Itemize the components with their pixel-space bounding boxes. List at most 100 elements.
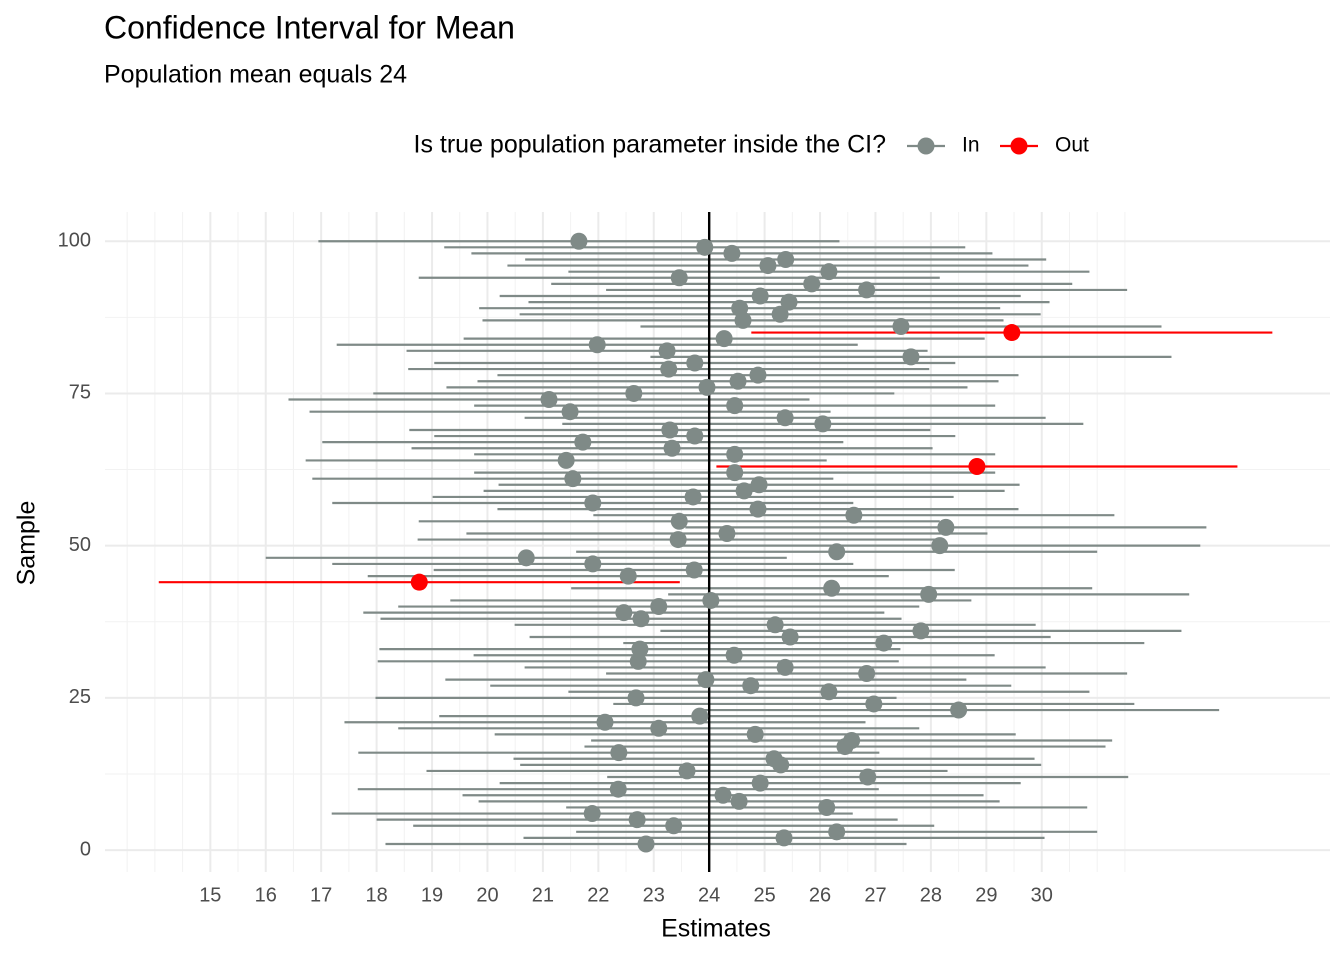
estimate-point xyxy=(650,598,668,616)
estimate-point xyxy=(637,835,655,853)
estimate-point xyxy=(746,725,764,743)
y-tick-label: 75 xyxy=(69,382,91,404)
estimate-point xyxy=(920,585,938,603)
estimate-point xyxy=(902,348,920,366)
legend-swatch-point xyxy=(917,137,935,155)
estimate-point xyxy=(937,518,955,536)
estimate-point xyxy=(663,439,681,457)
estimate-point xyxy=(726,397,744,415)
estimate-point xyxy=(968,458,986,476)
estimate-point xyxy=(828,543,846,561)
estimate-point xyxy=(820,683,838,701)
estimate-point xyxy=(588,336,606,354)
estimate-point xyxy=(843,731,861,749)
estimate-point xyxy=(766,616,784,634)
estimate-point xyxy=(631,640,649,658)
estimate-point xyxy=(678,762,696,780)
estimate-point xyxy=(814,415,832,433)
estimate-point xyxy=(685,561,703,579)
y-tick-label: 50 xyxy=(69,534,91,556)
estimate-point xyxy=(670,512,688,530)
estimate-point xyxy=(684,488,702,506)
estimate-point xyxy=(759,257,777,275)
estimate-point xyxy=(670,269,688,287)
estimate-point xyxy=(781,628,799,646)
y-tick-label: 100 xyxy=(58,230,91,252)
estimate-point xyxy=(828,823,846,841)
estimate-point xyxy=(776,658,794,676)
estimate-point xyxy=(691,707,709,725)
x-tick-label: 24 xyxy=(698,884,720,906)
estimate-point xyxy=(803,275,821,293)
x-tick-label: 27 xyxy=(864,884,886,906)
estimate-point xyxy=(584,494,602,512)
estimate-point xyxy=(625,384,643,402)
x-axis-title: Estimates xyxy=(661,915,771,943)
estimate-point xyxy=(702,591,720,609)
x-tick-label: 21 xyxy=(532,884,554,906)
x-tick-label: 30 xyxy=(1031,884,1053,906)
x-tick-label: 20 xyxy=(476,884,498,906)
legend-label: In xyxy=(962,134,980,157)
estimate-point xyxy=(557,451,575,469)
estimate-point xyxy=(751,287,769,305)
estimate-point xyxy=(715,330,733,348)
plot-marks xyxy=(158,212,1273,872)
estimate-point xyxy=(749,366,767,384)
estimate-point xyxy=(627,689,645,707)
estimate-point xyxy=(583,805,601,823)
estimate-point xyxy=(749,500,767,518)
x-tick-label: 26 xyxy=(809,884,831,906)
estimate-point xyxy=(628,811,646,829)
x-tick-label: 17 xyxy=(310,884,332,906)
estimate-point xyxy=(777,250,795,268)
estimate-point xyxy=(845,506,863,524)
estimate-point xyxy=(723,244,741,262)
estimate-point xyxy=(410,573,428,591)
estimate-point xyxy=(665,817,683,835)
x-tick-label: 22 xyxy=(587,884,609,906)
x-tick-label: 16 xyxy=(255,884,277,906)
estimate-point xyxy=(596,713,614,731)
estimate-point xyxy=(669,531,687,549)
estimate-point xyxy=(818,798,836,816)
estimate-point xyxy=(718,524,736,542)
estimate-point xyxy=(696,238,714,256)
estimate-point xyxy=(574,433,592,451)
grid xyxy=(105,212,1330,872)
estimate-point xyxy=(820,263,838,281)
estimate-point xyxy=(686,354,704,372)
estimate-point xyxy=(735,482,753,500)
estimate-point xyxy=(686,427,704,445)
estimate-point xyxy=(892,317,910,335)
legend-swatch-point xyxy=(1010,137,1028,155)
estimate-point xyxy=(698,378,716,396)
estimate-point xyxy=(619,567,637,585)
x-tick-label: 25 xyxy=(753,884,775,906)
estimate-point xyxy=(775,829,793,847)
estimate-point xyxy=(615,604,633,622)
legend-title: Is true population parameter inside the … xyxy=(414,131,887,159)
y-tick-label: 25 xyxy=(69,686,91,708)
estimate-point xyxy=(750,476,768,494)
estimate-point xyxy=(661,421,679,439)
estimate-point xyxy=(725,646,743,664)
estimate-point xyxy=(714,786,732,804)
estimate-point xyxy=(726,464,744,482)
estimate-point xyxy=(931,537,949,555)
y-axis-title: Sample xyxy=(13,501,41,586)
estimate-point xyxy=(731,299,749,317)
estimate-point xyxy=(1003,324,1021,342)
estimate-point xyxy=(658,342,676,360)
estimate-point xyxy=(730,792,748,810)
estimate-point xyxy=(650,719,668,737)
x-tick-label: 29 xyxy=(975,884,997,906)
x-tick-label: 19 xyxy=(421,884,443,906)
estimate-point xyxy=(660,360,678,378)
estimate-point xyxy=(859,768,877,786)
estimate-point xyxy=(697,671,715,689)
estimate-point xyxy=(632,610,650,628)
estimate-point xyxy=(561,403,579,421)
estimate-point xyxy=(564,470,582,488)
